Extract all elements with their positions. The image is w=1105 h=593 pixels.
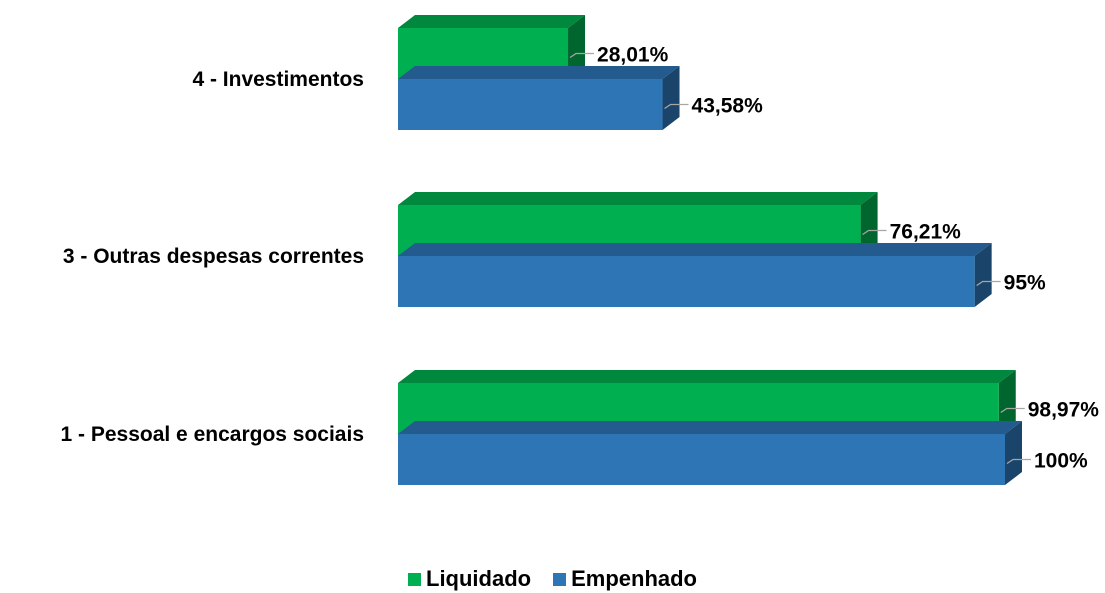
bar-top-empenhado-0: [398, 66, 680, 79]
data-label-empenhado-0: 43,58%: [692, 95, 764, 118]
legend-label-empenhado: Empenhado: [571, 566, 697, 591]
legend-item-empenhado: Empenhado: [553, 566, 697, 592]
category-label-0: 4 - Investimentos: [192, 68, 364, 91]
bar-empenhado-0: [398, 79, 663, 130]
bar-top-liquidado-0: [398, 15, 586, 28]
bar-side-liquidado-2: [998, 370, 1016, 434]
bar-side-empenhado-2: [1005, 421, 1022, 485]
chart-plot: 28,01% 43,58% 4 - Investimentos 76,21% 95% 3 …: [61, 15, 1100, 485]
data-label-liquidado-2: 98,97%: [1028, 399, 1100, 422]
bar-side-empenhado-1: [974, 243, 992, 307]
data-label-leader-liquidado-0: [569, 52, 595, 59]
legend-swatch-liquidado: [408, 572, 421, 586]
legend-item-liquidado: Liquidado: [408, 566, 531, 592]
legend-label-liquidado: Liquidado: [426, 566, 532, 591]
data-label-liquidado-0: 28,01%: [597, 44, 669, 67]
bar-top-empenhado-2: [398, 421, 1022, 434]
data-label-leader-empenhado-2: [1006, 458, 1031, 465]
bar-top-empenhado-1: [398, 243, 992, 256]
bar-side-liquidado-0: [568, 15, 586, 79]
bar-side-empenhado-0: [662, 66, 680, 130]
bar-empenhado-1: [398, 256, 975, 307]
data-label-liquidado-1: 76,21%: [890, 221, 962, 244]
bar-top-liquidado-2: [398, 370, 1016, 383]
legend: Liquidado Empenhado: [0, 566, 1105, 592]
data-label-empenhado-1: 95%: [1004, 272, 1046, 295]
category-label-2: 1 - Pessoal e encargos sociais: [61, 423, 365, 446]
category-label-1: 3 - Outras despesas correntes: [63, 245, 364, 268]
data-label-leader-liquidado-1: [862, 229, 887, 236]
data-label-leader-liquidado-2: [1000, 407, 1025, 414]
bar-side-liquidado-1: [860, 192, 878, 256]
legend-swatch-empenhado: [553, 572, 567, 586]
bar-empenhado-2: [398, 434, 1005, 485]
bar-top-liquidado-1: [398, 192, 878, 205]
data-label-leader-empenhado-0: [664, 103, 689, 110]
data-label-leader-empenhado-1: [976, 280, 1001, 287]
data-label-empenhado-2: 100%: [1034, 450, 1088, 473]
